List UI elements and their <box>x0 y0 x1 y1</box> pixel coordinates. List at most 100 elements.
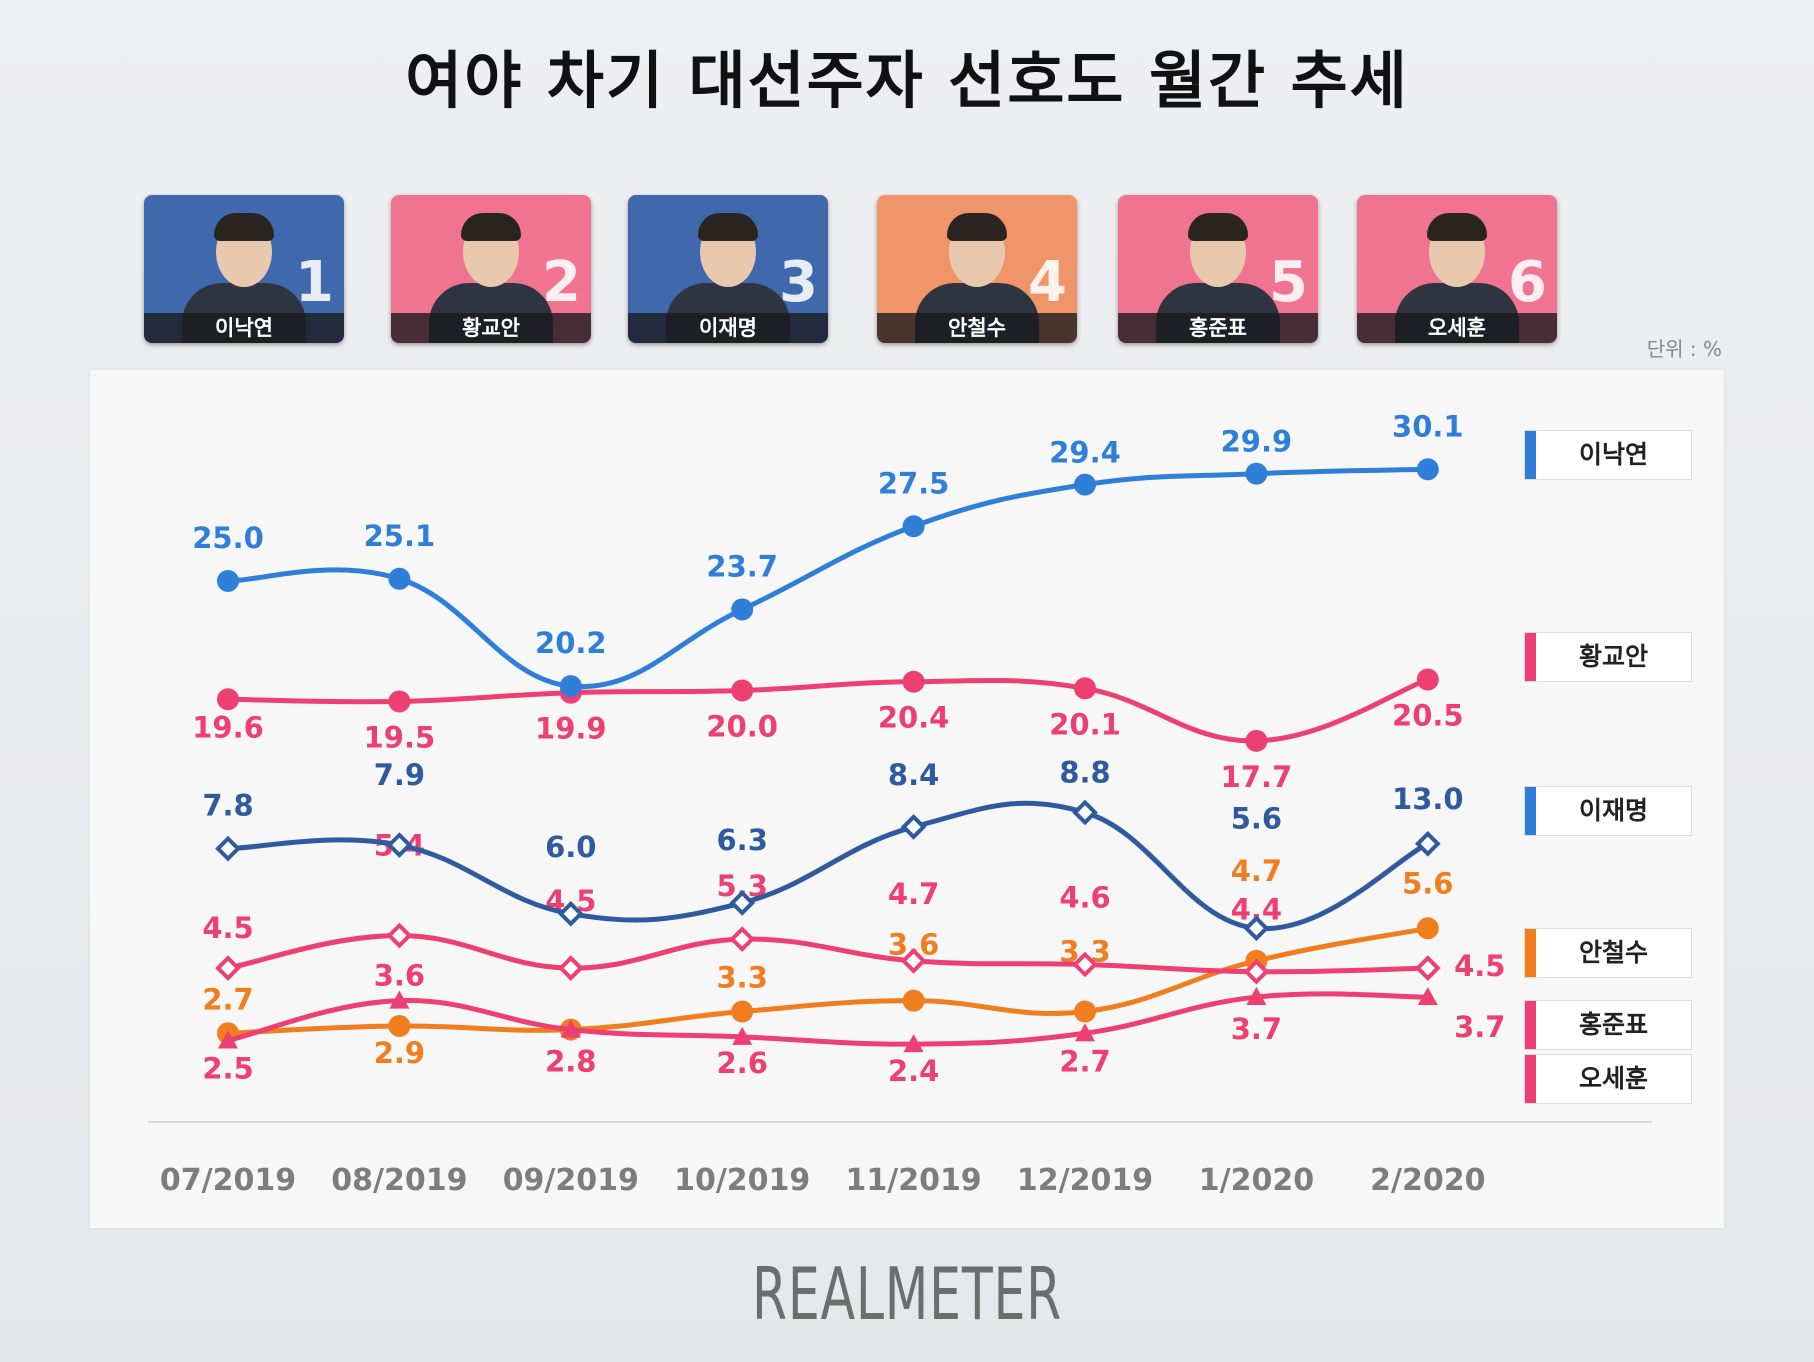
data-label: 2.7 <box>202 982 253 1016</box>
data-label: 25.1 <box>364 519 436 553</box>
data-point <box>902 989 925 1012</box>
x-tick-label: 10/2019 <box>674 1163 810 1198</box>
data-label: 29.4 <box>1049 436 1121 470</box>
series-line <box>225 677 1431 744</box>
data-point <box>1414 955 1441 981</box>
legend-label: 이재명 <box>1578 796 1648 825</box>
legend-label: 오세훈 <box>1578 1064 1648 1093</box>
candidate-name: 황교안 <box>391 313 591 343</box>
data-point <box>557 955 584 981</box>
data-point <box>729 890 756 916</box>
data-label: 2.8 <box>545 1045 596 1079</box>
data-label: 20.1 <box>1049 707 1121 741</box>
legend-item: 오세훈 <box>1524 1054 1692 1104</box>
legend-label: 이낙연 <box>1578 440 1648 469</box>
x-tick-label: 11/2019 <box>845 1163 981 1198</box>
data-label: 20.0 <box>706 710 778 744</box>
data-point <box>388 690 411 713</box>
candidate-rank: 4 <box>1028 250 1067 315</box>
data-label: 30.1 <box>1392 409 1464 443</box>
data-point <box>559 675 582 698</box>
data-label: 2.9 <box>374 1036 425 1070</box>
portrait-hair <box>698 213 758 241</box>
data-point <box>900 948 927 974</box>
data-label: 2.8 <box>545 1045 596 1079</box>
legend-label: 홍준표 <box>1578 1010 1648 1039</box>
data-label: 6.3 <box>717 823 768 857</box>
data-label: 25.0 <box>192 521 264 555</box>
data-point <box>902 670 925 693</box>
series-group: 2.72.9 2.83.33.6 3.34.7 5.6 <box>202 854 1453 1079</box>
data-label: 23.7 <box>706 549 778 583</box>
candidate-rank: 1 <box>295 250 334 315</box>
candidate-name: 오세훈 <box>1357 313 1557 343</box>
series-group: 4.55.44.55.34.74.64.44.5 <box>202 829 1505 985</box>
legend-swatch <box>1525 431 1536 479</box>
data-point <box>1072 951 1098 978</box>
data-label: 3.7 <box>1454 1010 1505 1044</box>
data-point <box>1245 462 1268 485</box>
candidate-name: 이낙연 <box>144 313 344 343</box>
x-tick-label: 2/2020 <box>1370 1163 1485 1198</box>
data-point <box>1416 458 1439 481</box>
data-point <box>731 679 754 702</box>
candidate-card: 3 이재명 <box>628 195 828 343</box>
data-label: 8.4 <box>888 758 939 792</box>
data-label: 3.6 <box>374 959 425 993</box>
data-label: 19.9 <box>535 712 607 746</box>
portrait-hair <box>1188 213 1248 241</box>
data-label: 5.6 <box>1231 801 1282 835</box>
data-label: 3.3 <box>717 961 768 995</box>
legend-swatch <box>1525 1001 1536 1049</box>
x-tick-label: 12/2019 <box>1017 1163 1153 1198</box>
legend-item: 안철수 <box>1524 928 1692 978</box>
x-tick-label: 09/2019 <box>503 1163 639 1198</box>
data-label: 6.0 <box>545 830 596 864</box>
data-point <box>1243 915 1270 942</box>
data-label: 4.6 <box>1059 880 1110 914</box>
data-point <box>388 567 411 590</box>
legend-label: 황교안 <box>1578 642 1648 671</box>
data-point <box>731 1000 754 1023</box>
candidate-card: 4 안철수 <box>877 195 1077 343</box>
series-group: 7.8 7.9 6.0 6.3 8.4 8.8 5.6 13.0 <box>202 755 1464 942</box>
data-point <box>557 900 584 927</box>
portrait-hair <box>214 213 274 241</box>
data-label: 19.6 <box>192 710 264 744</box>
series-group: 25.0 25.1 20.2 23.7 27.5 29.4 29.9 30.1 <box>192 409 1464 698</box>
data-point <box>388 1015 411 1038</box>
series-line <box>225 466 1431 690</box>
data-point <box>217 570 239 592</box>
data-point <box>1075 1023 1095 1042</box>
x-tick-label: 07/2019 <box>160 1163 296 1198</box>
portrait-hair <box>461 213 521 241</box>
data-point <box>1414 830 1441 857</box>
x-tick-label: 08/2019 <box>331 1163 467 1198</box>
series-line <box>225 933 1431 975</box>
data-label: 20.5 <box>1392 699 1464 733</box>
candidate-card: 5 홍준표 <box>1118 195 1318 343</box>
data-point <box>900 814 927 840</box>
data-label: 5.6 <box>1402 866 1453 900</box>
legend-swatch <box>1525 929 1536 977</box>
series-line <box>225 925 1431 1036</box>
data-point <box>1243 958 1270 985</box>
candidate-name: 홍준표 <box>1118 313 1318 343</box>
brand-logo: REALMETER <box>751 1252 1063 1336</box>
data-point <box>560 1019 581 1038</box>
data-label: 4.7 <box>888 877 939 911</box>
candidate-rank: 2 <box>542 250 581 315</box>
legend-swatch <box>1525 787 1536 835</box>
candidate-rank: 5 <box>1269 250 1308 315</box>
candidate-name: 안철수 <box>877 313 1077 343</box>
data-label: 20.4 <box>878 701 950 735</box>
data-label: 17.7 <box>1221 760 1293 794</box>
portrait-hair <box>1427 213 1487 241</box>
portrait-hair <box>947 213 1007 241</box>
series-line <box>225 991 1431 1047</box>
data-point <box>389 990 410 1009</box>
data-label: 3.7 <box>1231 1012 1282 1046</box>
legend-label: 안철수 <box>1578 938 1648 967</box>
data-label: 4.7 <box>1231 854 1282 888</box>
